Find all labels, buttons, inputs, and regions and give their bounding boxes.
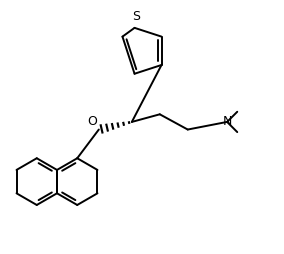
Text: O: O (87, 115, 97, 128)
Text: S: S (132, 10, 140, 23)
Text: N: N (222, 115, 232, 129)
